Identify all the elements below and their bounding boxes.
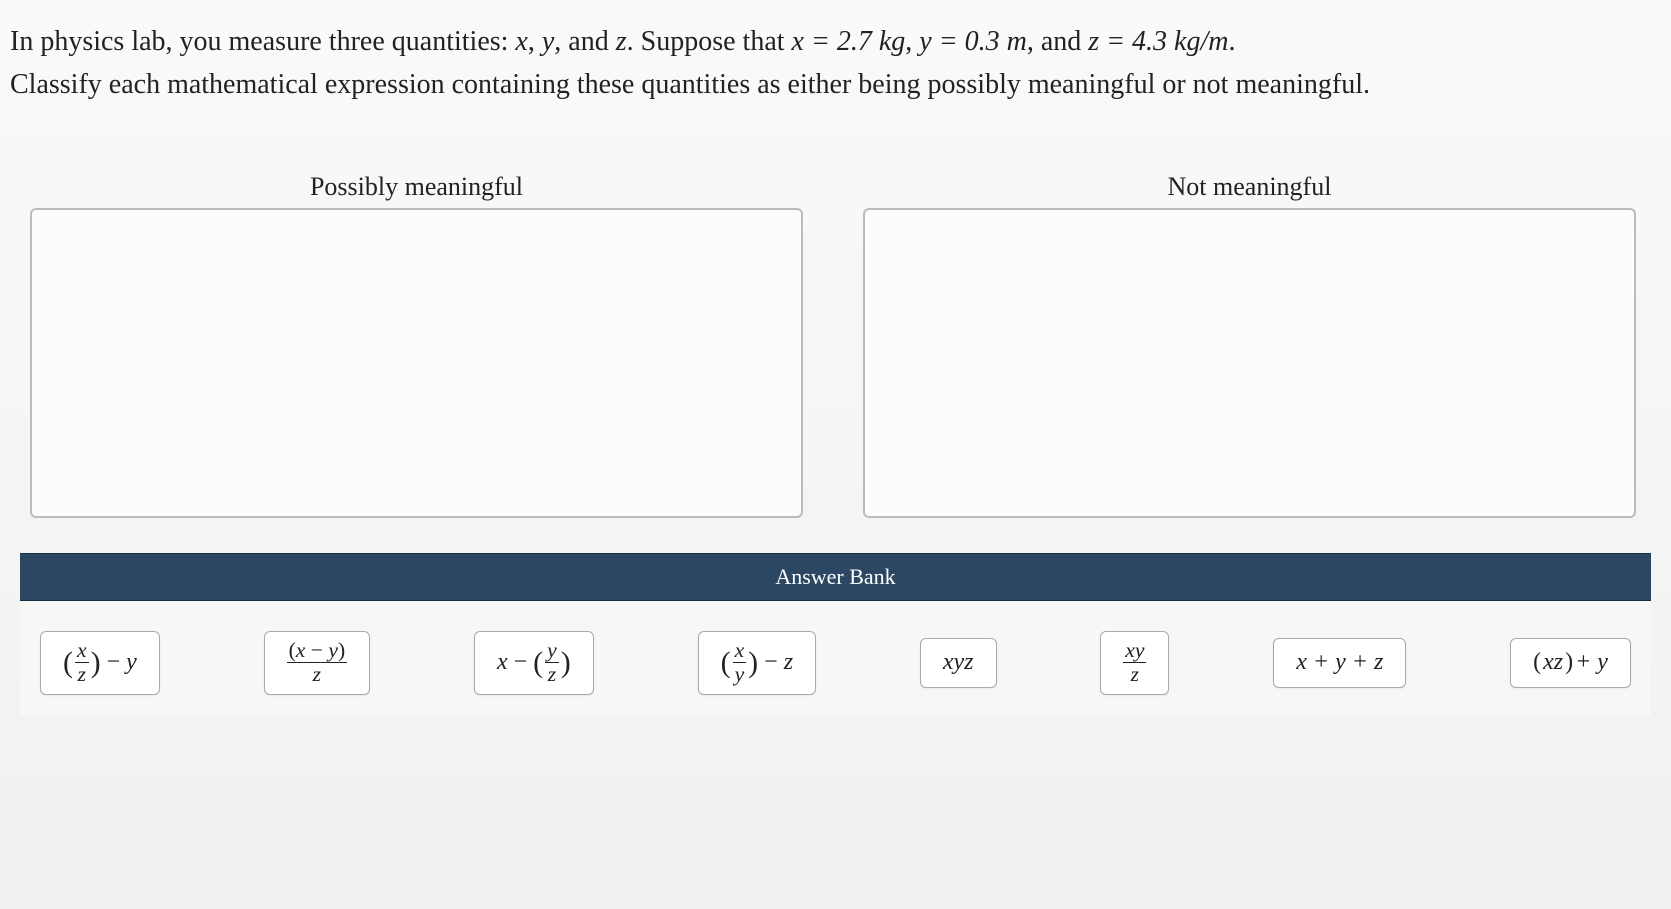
question-suppose: . Suppose that xyxy=(627,26,792,57)
tile-exp1[interactable]: (xz)−y xyxy=(40,631,160,695)
question-line2: Classify each mathematical expression co… xyxy=(10,69,1370,100)
question-text: In physics lab, you measure three quanti… xyxy=(10,20,1650,107)
tile-exp8[interactable]: (xz) + y xyxy=(1510,638,1631,688)
tile-exp4[interactable]: (xy)−z xyxy=(698,631,816,695)
y-value: y = 0.3 m xyxy=(919,26,1027,57)
dropzone-not-meaningful[interactable] xyxy=(863,208,1636,518)
bins-row: Possibly meaningful Not meaningful xyxy=(10,172,1661,518)
tile-exp6[interactable]: xyz xyxy=(1100,631,1169,695)
tile-exp3[interactable]: x−(yz) xyxy=(474,631,594,695)
bin-title-meaningful: Possibly meaningful xyxy=(30,172,803,202)
tile-exp7[interactable]: x + y + z xyxy=(1273,638,1406,688)
z-value: z = 4.3 kg/m xyxy=(1088,26,1228,57)
bin-title-not-meaningful: Not meaningful xyxy=(863,172,1636,202)
bin-group-not-meaningful: Not meaningful xyxy=(863,172,1636,518)
bin-group-meaningful: Possibly meaningful xyxy=(30,172,803,518)
answer-bank-header: Answer Bank xyxy=(20,553,1651,601)
tile-exp2[interactable]: (x − y)z xyxy=(264,631,371,695)
x-value: x = 2.7 kg xyxy=(792,26,906,57)
question-vars: x xyxy=(515,26,527,57)
page-root: In physics lab, you measure three quanti… xyxy=(0,0,1671,909)
tile-exp5[interactable]: xyz xyxy=(920,638,997,688)
dropzone-meaningful[interactable] xyxy=(30,208,803,518)
question-line1-prefix: In physics lab, you measure three quanti… xyxy=(10,26,515,57)
answer-bank: (xz)−y (x − y)z x−(yz) (xy)−z xyz xyz x + y + … xyxy=(20,601,1651,717)
